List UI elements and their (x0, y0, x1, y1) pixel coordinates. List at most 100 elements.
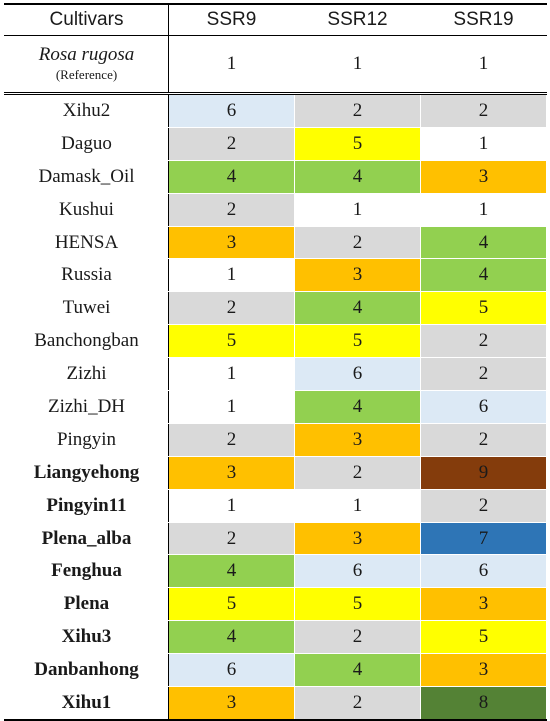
allele-cell-ssr19: 3 (420, 587, 547, 622)
header-ssr19: SSR19 (420, 3, 547, 36)
table-row: Xihu1 3 2 8 (4, 686, 547, 721)
allele-cell-ssr19: 3 (420, 653, 547, 688)
table-row: Xihu2 6 2 2 (4, 93, 547, 128)
table-row: Xihu3 4 2 5 (4, 620, 547, 655)
table-row: Plena 5 5 3 (4, 587, 547, 622)
table-row: Danbanhong 6 4 3 (4, 653, 547, 688)
allele-cell-ssr19: 2 (420, 93, 547, 128)
allele-cell-ssr12: 2 (294, 225, 421, 260)
allele-cell-ssr19: 5 (420, 291, 547, 326)
allele-cell-ssr12: 2 (294, 455, 421, 490)
allele-cell-ssr9: 1 (168, 390, 295, 424)
allele-cell-ssr19: 4 (420, 225, 547, 260)
table-row: Daguo 2 5 1 (4, 126, 547, 161)
allele-cell-ssr12: 3 (294, 258, 421, 293)
reference-name-cell: Rosa rugosa (Reference) (4, 35, 169, 95)
table-row: Zizhi 1 6 2 (4, 357, 547, 392)
table-row: Pingyin11 1 1 2 (4, 488, 547, 523)
allele-cell-ssr9: 4 (168, 554, 295, 589)
reference-row: Rosa rugosa (Reference) 1 1 1 (4, 35, 547, 95)
cultivar-name: Danbanhong (4, 653, 169, 688)
allele-cell-ssr12: 4 (294, 653, 421, 688)
cultivar-name: Plena_alba (4, 521, 169, 556)
allele-cell-ssr9: 2 (168, 291, 295, 326)
cultivar-name: Tuwei (4, 291, 169, 326)
cultivar-name: Kushui (4, 192, 169, 227)
header-row: Cultivars SSR9 SSR12 SSR19 (4, 3, 547, 36)
allele-cell-ssr19: 1 (420, 126, 547, 161)
table-row: Kushui 2 1 1 (4, 192, 547, 227)
allele-cell-ssr9: 1 (168, 258, 295, 293)
table-row: Banchongban 5 5 2 (4, 324, 547, 359)
allele-cell-ssr12: 2 (294, 620, 421, 655)
table-row: Zizhi_DH 1 4 6 (4, 390, 547, 424)
allele-cell-ssr9: 2 (168, 521, 295, 556)
allele-cell-ssr19: 2 (420, 488, 547, 523)
allele-cell-ssr9: 1 (168, 488, 295, 523)
reference-note: (Reference) (55, 67, 118, 82)
allele-cell-ssr9: 5 (168, 587, 295, 622)
table-row: Plena_alba 2 3 7 (4, 521, 547, 556)
reference-value-ssr9: 1 (168, 35, 295, 95)
reference-value-ssr12: 1 (294, 35, 421, 95)
allele-cell-ssr19: 2 (420, 422, 547, 457)
allele-cell-ssr19: 7 (420, 521, 547, 556)
table-row: Damask_Oil 4 4 3 (4, 159, 547, 194)
allele-cell-ssr12: 1 (294, 488, 421, 523)
cultivar-name: Liangyehong (4, 455, 169, 490)
cultivar-name: HENSA (4, 225, 169, 260)
cultivar-name: Pingyin11 (4, 488, 169, 523)
cultivar-name: Pingyin (4, 422, 169, 457)
allele-cell-ssr9: 4 (168, 159, 295, 194)
cultivar-name: Zizhi_DH (4, 390, 169, 424)
allele-cell-ssr12: 4 (294, 159, 421, 194)
cultivar-name: Xihu2 (4, 93, 169, 128)
cultivar-name: Xihu1 (4, 686, 169, 721)
reference-value-ssr19: 1 (420, 35, 547, 95)
allele-cell-ssr12: 2 (294, 93, 421, 128)
allele-cell-ssr9: 1 (168, 357, 295, 392)
allele-cell-ssr9: 4 (168, 620, 295, 655)
allele-cell-ssr19: 5 (420, 620, 547, 655)
allele-cell-ssr9: 3 (168, 455, 295, 490)
allele-cell-ssr12: 5 (294, 126, 421, 161)
allele-cell-ssr12: 6 (294, 357, 421, 392)
table-row: Liangyehong 3 2 9 (4, 455, 547, 490)
cultivar-name: Fenghua (4, 554, 169, 589)
cultivar-name: Daguo (4, 126, 169, 161)
allele-cell-ssr19: 9 (420, 455, 547, 490)
cultivar-name: Zizhi (4, 357, 169, 392)
allele-cell-ssr19: 6 (420, 554, 547, 589)
table-row: Russia 1 3 4 (4, 258, 547, 293)
allele-cell-ssr19: 2 (420, 357, 547, 392)
allele-cell-ssr9: 2 (168, 192, 295, 227)
header-ssr12: SSR12 (294, 3, 421, 36)
allele-cell-ssr12: 4 (294, 390, 421, 424)
allele-cell-ssr9: 5 (168, 324, 295, 359)
allele-cell-ssr9: 2 (168, 422, 295, 457)
allele-cell-ssr19: 3 (420, 159, 547, 194)
allele-cell-ssr9: 2 (168, 126, 295, 161)
table-row: Pingyin 2 3 2 (4, 422, 547, 457)
table-row: HENSA 3 2 4 (4, 225, 547, 260)
allele-cell-ssr12: 4 (294, 291, 421, 326)
allele-cell-ssr9: 3 (168, 225, 295, 260)
allele-cell-ssr9: 6 (168, 653, 295, 688)
header-ssr9: SSR9 (168, 3, 295, 36)
header-cultivars: Cultivars (4, 3, 169, 36)
allele-cell-ssr9: 6 (168, 93, 295, 128)
allele-cell-ssr12: 5 (294, 587, 421, 622)
cultivar-name: Russia (4, 258, 169, 293)
allele-table: Cultivars SSR9 SSR12 SSR19 Rosa rugosa (… (4, 3, 547, 721)
allele-cell-ssr12: 6 (294, 554, 421, 589)
allele-cell-ssr19: 8 (420, 686, 547, 721)
cultivar-name: Xihu3 (4, 620, 169, 655)
allele-cell-ssr19: 6 (420, 390, 547, 424)
allele-cell-ssr12: 3 (294, 521, 421, 556)
allele-cell-ssr19: 4 (420, 258, 547, 293)
cultivar-name: Damask_Oil (4, 159, 169, 194)
cultivar-name: Banchongban (4, 324, 169, 359)
cultivar-name: Plena (4, 587, 169, 622)
allele-cell-ssr9: 3 (168, 686, 295, 721)
allele-cell-ssr12: 3 (294, 422, 421, 457)
